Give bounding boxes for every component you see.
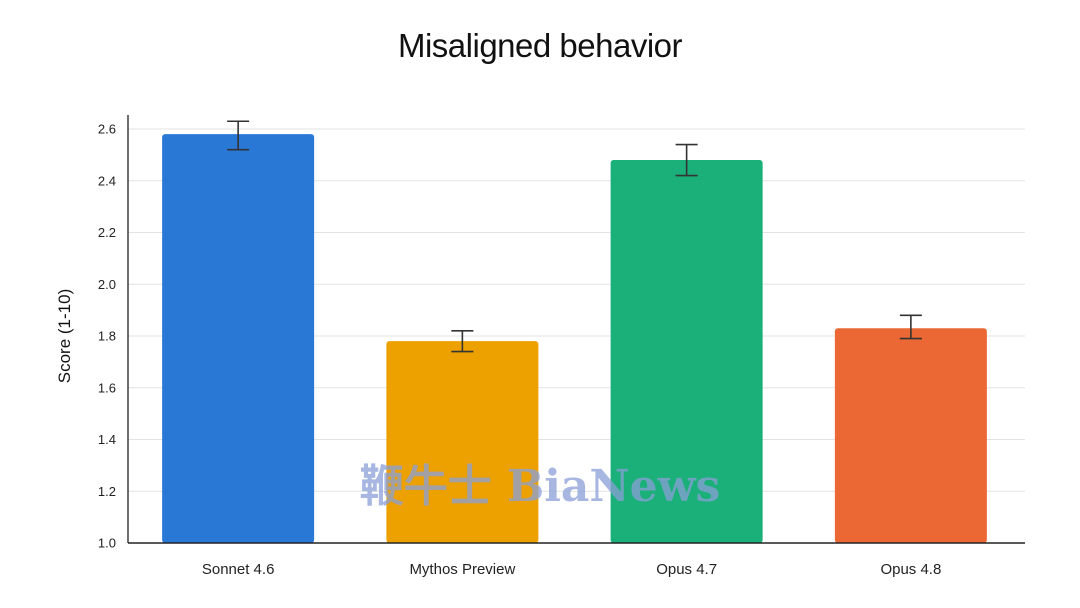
bar-opus-4-8	[834, 328, 987, 543]
error-bar-opus-4-7	[675, 143, 698, 177]
bars	[162, 134, 987, 544]
y-tick-label: 1.2	[98, 484, 116, 499]
y-tick-label: 1.6	[98, 380, 116, 395]
y-tick-label: 2.0	[98, 277, 116, 292]
y-axis-ticks: 1.0 1.2 1.4 1.6 1.8 2.0 2.2 2.4 2.6	[98, 122, 116, 551]
bar-opus-4-7	[610, 160, 763, 544]
y-tick-label: 2.2	[98, 225, 116, 240]
axes	[127, 115, 1025, 544]
chart-title: Misaligned behavior	[398, 27, 683, 64]
y-tick-label: 2.4	[98, 173, 116, 188]
x-category-label: Opus 4.7	[656, 561, 717, 578]
y-tick-label: 2.6	[98, 122, 116, 137]
x-axis-categories: Sonnet 4.6 Mythos Preview Opus 4.7 Opus 4.8	[202, 561, 941, 578]
bar-sonnet-4-6	[162, 134, 315, 544]
y-tick-label: 1.0	[98, 536, 116, 551]
watermark-text: 鞭牛士 BiaNews	[360, 461, 721, 512]
error-bar-mythos-preview	[451, 330, 474, 353]
y-tick-label: 1.8	[98, 329, 116, 344]
x-category-label: Sonnet 4.6	[202, 561, 275, 578]
y-axis-label: Score (1-10)	[55, 289, 74, 383]
x-category-label: Opus 4.8	[880, 561, 941, 578]
y-tick-label: 1.4	[98, 432, 116, 447]
bar-mythos-preview	[386, 341, 539, 543]
error-bar-sonnet-4-6	[227, 120, 250, 151]
error-bars	[227, 120, 922, 353]
error-bar-opus-4-8	[899, 314, 922, 340]
x-category-label: Mythos Preview	[409, 561, 515, 578]
